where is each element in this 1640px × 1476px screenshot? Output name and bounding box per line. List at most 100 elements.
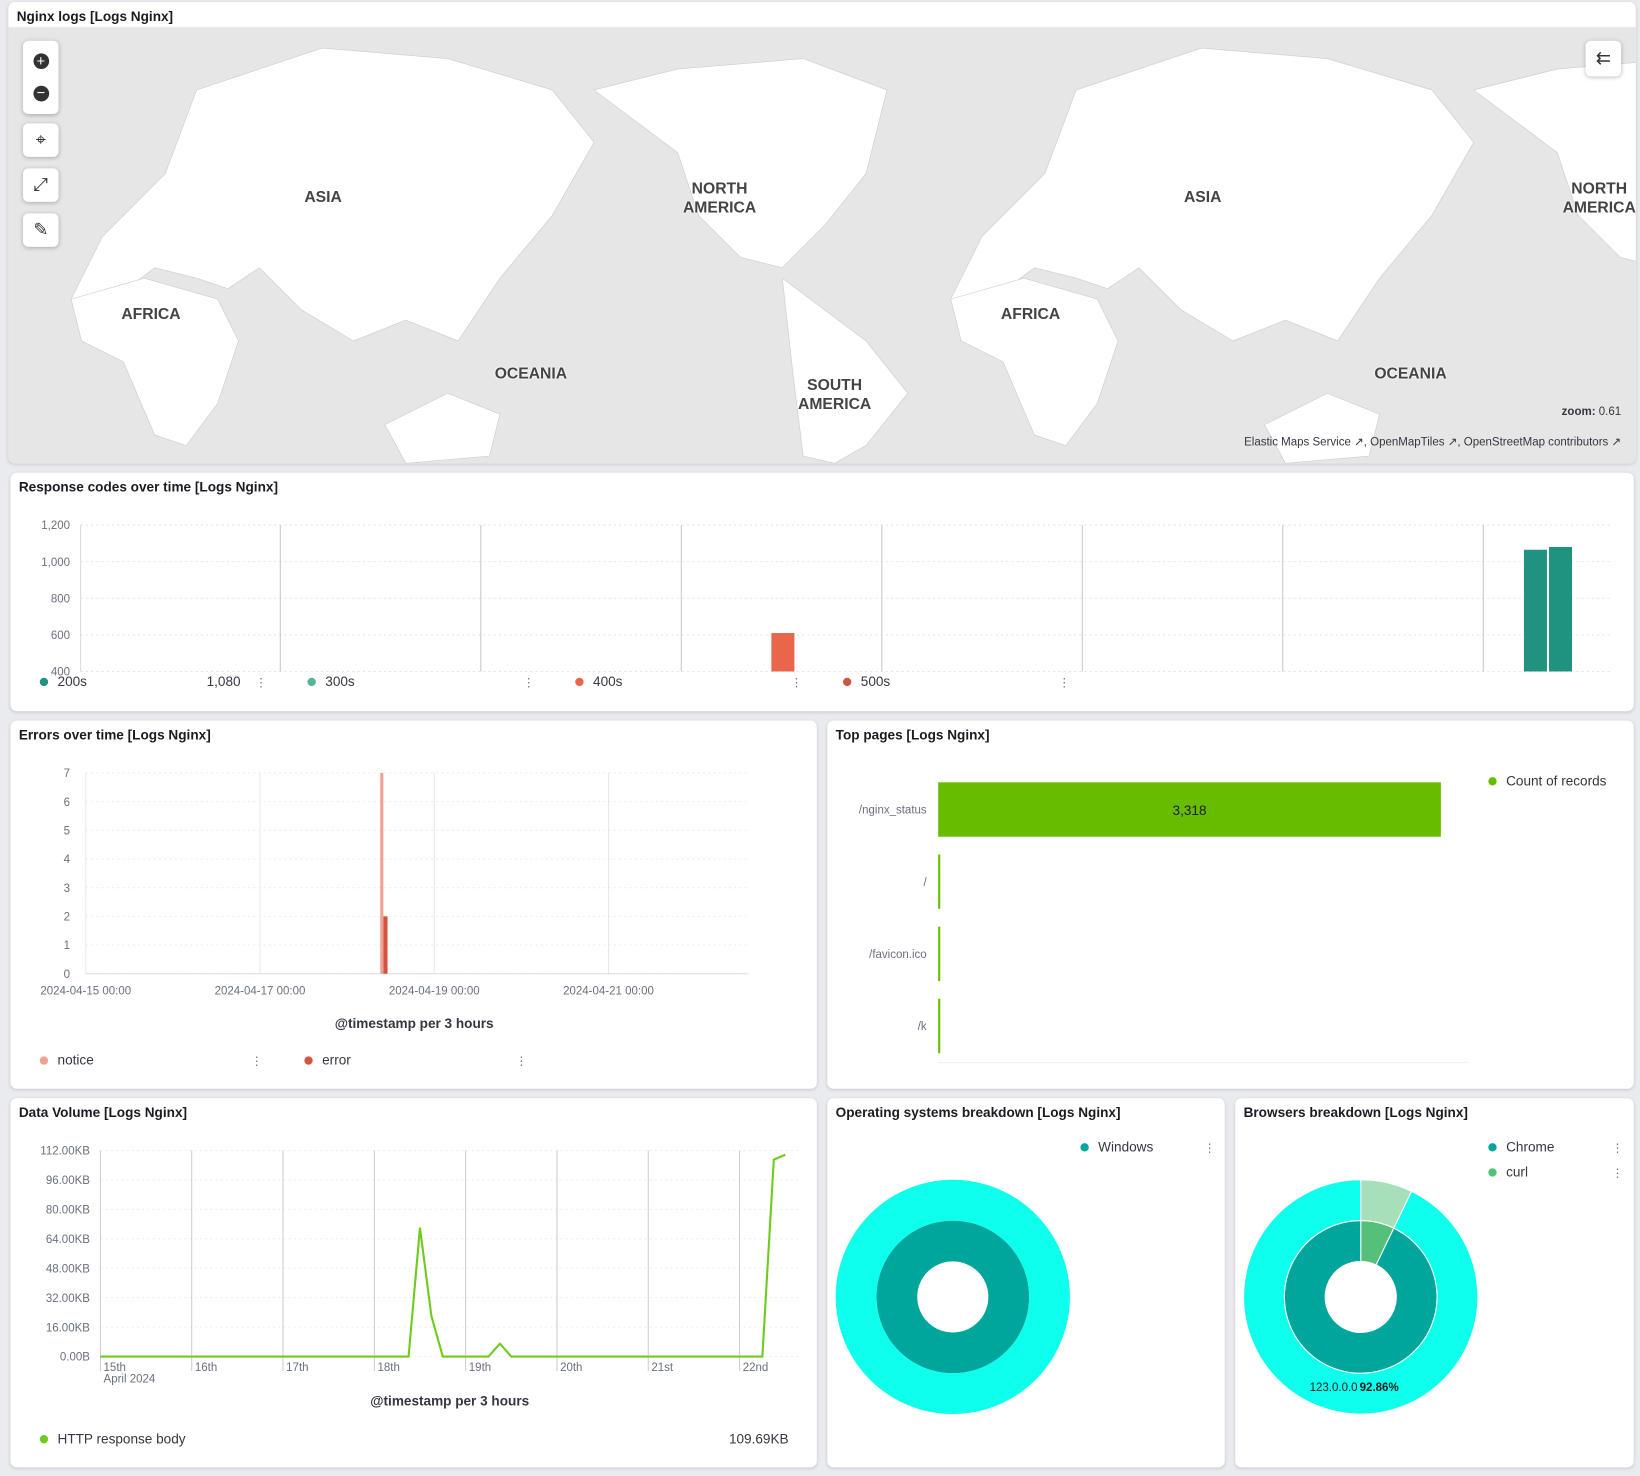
draw-tool-icon[interactable]: ✎ bbox=[23, 213, 59, 247]
measure-icon[interactable]: ⤢ bbox=[23, 168, 59, 202]
top-pages-chart: /nginx_status 3,318 / /favicon.ico/k Count o… bbox=[859, 773, 1607, 1064]
y-tick-label: 5 bbox=[64, 825, 70, 837]
y-tick-label: 400 bbox=[51, 667, 70, 679]
category-label: /favicon.ico bbox=[869, 949, 927, 961]
x-tick-label: 16th bbox=[195, 1362, 217, 1374]
x-tick-label: 20th bbox=[560, 1362, 582, 1374]
legend-actions-icon: ⋮ bbox=[1058, 677, 1070, 689]
y-tick-label: 0 bbox=[64, 969, 70, 981]
map-label-north-america: NORTH AMERICA bbox=[682, 179, 757, 217]
map-panel: Nginx logs [Logs Nginx] ASIA NORTH AMERI… bbox=[8, 2, 1636, 464]
y-tick-label: 64.00KB bbox=[46, 1234, 90, 1246]
slice-label: 123.0.0.0 bbox=[1310, 1382, 1358, 1394]
map-label-asia: ASIA bbox=[304, 188, 342, 207]
map-canvas[interactable]: ASIA NORTH AMERICA AFRICA OCEANIA SOUTH … bbox=[8, 27, 1636, 464]
response-codes-chart: 400 600 800 1,000 1,200 200s 1,080 ⋮ 300s ⋮ 400s ⋮ 5… bbox=[39, 520, 1611, 689]
legend-dot bbox=[39, 1056, 49, 1065]
bar-200s bbox=[1549, 547, 1573, 672]
attribution-link[interactable]: OpenStreetMap contributors bbox=[1463, 436, 1609, 449]
y-tick-label: 1 bbox=[64, 940, 70, 952]
y-tick-label: 1,000 bbox=[41, 557, 70, 569]
x-tick-label: 19th bbox=[469, 1362, 491, 1374]
legend-actions-icon: ⋮ bbox=[1612, 1143, 1624, 1155]
pie-slice-Windows bbox=[876, 1220, 1030, 1374]
panel-title: Browsers breakdown [Logs Nginx] bbox=[1243, 1104, 1468, 1121]
y-tick-label: 32.00KB bbox=[46, 1293, 90, 1305]
zoom-label: zoom: bbox=[1561, 405, 1596, 419]
attribution-link[interactable]: Elastic Maps Service bbox=[1244, 436, 1351, 449]
map-label-asia: ASIA bbox=[1183, 188, 1222, 207]
panel-title: Errors over time [Logs Nginx] bbox=[18, 726, 211, 743]
legend-dot bbox=[307, 677, 316, 687]
legend-actions-icon: ⋮ bbox=[516, 1056, 527, 1068]
x-tick-sublabel: April 2024 bbox=[104, 1374, 156, 1386]
map-label-oceania: OCEANIA bbox=[494, 365, 568, 383]
map-label-oceania: OCEANIA bbox=[1374, 365, 1447, 383]
legend-actions-icon: ⋮ bbox=[523, 677, 535, 689]
legend-actions-icon: ⋮ bbox=[251, 1056, 263, 1068]
legend-label: HTTP response body bbox=[58, 1431, 186, 1446]
panel-title: Response codes over time [Logs Nginx] bbox=[18, 479, 278, 495]
y-tick-label: 6 bbox=[64, 797, 70, 809]
legend-actions-icon: ⋮ bbox=[1204, 1143, 1216, 1155]
crosshair-icon[interactable]: ⌖ bbox=[23, 123, 59, 157]
y-tick-label: 48.00KB bbox=[46, 1263, 90, 1275]
x-tick-label: 21st bbox=[651, 1362, 674, 1374]
x-tick-label: 15th bbox=[104, 1362, 126, 1374]
plus-icon[interactable]: + bbox=[32, 53, 49, 70]
legend-label: 400s bbox=[593, 674, 623, 689]
pie-slice-Chrome bbox=[1283, 1220, 1438, 1374]
legend-value: 1,080 bbox=[207, 674, 241, 689]
y-tick-label: 3 bbox=[64, 883, 70, 895]
x-tick-label: 2024-04-19 00:00 bbox=[389, 986, 480, 998]
legend-dot bbox=[1488, 1168, 1497, 1177]
y-tick-label: 7 bbox=[64, 768, 70, 780]
browsers-pie-chart: Chrome ⋮ curl ⋮ 123.0.0.0 92.86% bbox=[1243, 1140, 1624, 1415]
minus-icon[interactable]: − bbox=[32, 85, 49, 102]
bar-error bbox=[383, 916, 388, 974]
map-label-south-america: SOUTH AMERICA bbox=[798, 376, 872, 414]
y-tick-label: 1,200 bbox=[41, 520, 70, 532]
collapse-layers-icon[interactable]: ⇇ bbox=[1585, 40, 1622, 77]
errors-panel: Errors over time [Logs Nginx] 0 1 2 3 4 5 6 7 20… bbox=[10, 720, 817, 1089]
legend-value: 109.69KB bbox=[729, 1431, 789, 1446]
legend-dot bbox=[1080, 1143, 1089, 1152]
attribution-link[interactable]: OpenMapTiles bbox=[1370, 436, 1445, 449]
map-land bbox=[70, 47, 1636, 464]
x-tick-label: 2024-04-17 00:00 bbox=[215, 986, 306, 998]
x-tick-label: 18th bbox=[377, 1362, 399, 1374]
bar bbox=[938, 998, 941, 1054]
bar bbox=[938, 854, 941, 909]
pie-slice-123.0.0.0 bbox=[1243, 1179, 1479, 1415]
legend-actions-icon: ⋮ bbox=[791, 677, 803, 689]
top-pages-panel: Top pages [Logs Nginx] /nginx_status 3,31… bbox=[827, 720, 1634, 1089]
panel-title: Top pages [Logs Nginx] bbox=[835, 726, 990, 743]
x-tick-label: 22nd bbox=[743, 1362, 769, 1374]
panel-title: Data Volume [Logs Nginx] bbox=[18, 1104, 188, 1121]
bar bbox=[938, 926, 941, 982]
panel-title: Operating systems breakdown [Logs Nginx] bbox=[835, 1104, 1121, 1121]
x-tick-label: 17th bbox=[286, 1362, 308, 1374]
external-link-icon: ↗ bbox=[1354, 436, 1364, 449]
map-label-africa: AFRICA bbox=[1000, 305, 1061, 324]
legend-dot bbox=[39, 677, 49, 687]
legend-label: 300s bbox=[325, 674, 355, 689]
x-axis-title: @timestamp per 3 hours bbox=[370, 1394, 529, 1409]
legend-label: Chrome bbox=[1506, 1140, 1554, 1155]
response-codes-panel: Response codes over time [Logs Nginx] 40… bbox=[10, 472, 1634, 712]
y-tick-label: 0.00B bbox=[60, 1352, 90, 1364]
pie-slice bbox=[835, 1179, 1070, 1415]
zoom-value: 0.61 bbox=[1598, 405, 1622, 419]
legend-dot bbox=[304, 1056, 313, 1065]
bar-200s bbox=[1523, 549, 1547, 672]
x-tick-label: 2024-04-21 00:00 bbox=[563, 986, 654, 998]
x-axis-title: @timestamp per 3 hours bbox=[335, 1016, 494, 1031]
data-volume-panel: Data Volume [Logs Nginx] 0.00B 16.00KB 32.… bbox=[10, 1098, 817, 1468]
legend-actions-icon: ⋮ bbox=[255, 677, 266, 689]
legend-label: error bbox=[322, 1053, 351, 1068]
external-link-icon: ↗ bbox=[1611, 436, 1622, 449]
category-label: /k bbox=[918, 1021, 927, 1033]
legend-actions-icon: ⋮ bbox=[1612, 1168, 1624, 1180]
legend-label: Windows bbox=[1098, 1140, 1153, 1155]
y-tick-label: 600 bbox=[51, 630, 70, 642]
